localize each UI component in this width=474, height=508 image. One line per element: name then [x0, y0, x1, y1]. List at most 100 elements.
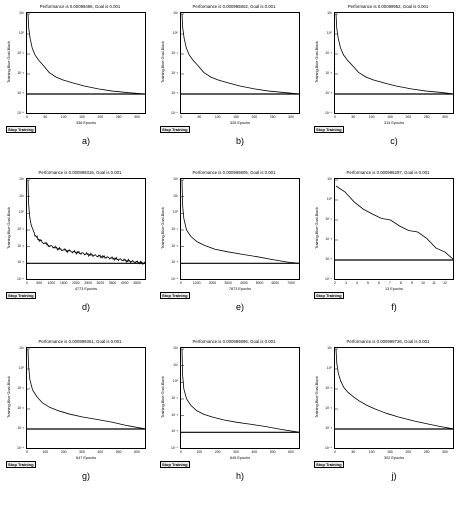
plot-svg — [181, 13, 299, 95]
x-tick-label: 6000 — [271, 281, 280, 285]
x-tick-label: 6 — [378, 281, 380, 285]
x-tick-label: 50 — [351, 450, 356, 454]
chart-panel-g: Performance is 0.000999361, Goal is 0.00… — [4, 339, 156, 505]
x-tick-label: 3000 — [224, 281, 232, 285]
plot-svg — [335, 13, 453, 95]
x-tick-label: 600 — [288, 450, 294, 454]
x-axis-label: 7873 Epochs — [228, 287, 252, 291]
x-tick-label: 0 — [26, 281, 28, 285]
stop-training-button[interactable]: Stop Training — [314, 461, 344, 468]
y-tick-label: 10² — [19, 177, 24, 181]
y-axis-label: Training-Blue Goal-Black — [7, 375, 11, 418]
x-axis-label: 645 Epochs — [229, 456, 251, 460]
x-tick-label: 300 — [79, 450, 85, 454]
x-axis-label: 302 Epochs — [383, 456, 405, 460]
y-axis-label: Training-Blue Goal-Black — [7, 40, 11, 83]
x-tick-label: 100 — [368, 115, 375, 119]
x-tick-label: 4000 — [120, 281, 129, 285]
training-curve — [27, 348, 145, 430]
x-tick-label: 400 — [97, 450, 104, 454]
y-tick-label: 10¹ — [19, 11, 24, 15]
x-tick-label: 3 — [345, 281, 347, 285]
x-tick-label: 200 — [405, 450, 412, 454]
x-tick-label: 2000 — [208, 281, 217, 285]
plot-svg — [181, 348, 299, 433]
stop-training-button[interactable]: Stop Training — [6, 292, 36, 299]
panel-caption: a) — [81, 136, 90, 146]
y-tick-label: 10⁻³ — [171, 260, 178, 265]
chart-title: Performance is 0.000999736, Goal is 0.00… — [346, 339, 430, 344]
y-tick-label: 10⁻⁴ — [170, 277, 178, 281]
y-tick-label: 10⁻³ — [325, 426, 332, 430]
x-tick-label: 10 — [421, 281, 425, 285]
plot-area — [180, 12, 300, 114]
x-tick-label: 0 — [180, 115, 182, 119]
chart-panel-d: Performance is 0.000999316, Goal is 0.00… — [4, 170, 156, 336]
stop-training-button[interactable]: Stop Training — [6, 126, 36, 133]
y-axis-label: Training-Blue Goal-Black — [161, 375, 165, 418]
y-tick-label: 10⁻³ — [17, 260, 24, 265]
stop-training-button[interactable]: Stop Training — [160, 126, 190, 133]
stop-training-button[interactable]: Stop Training — [314, 292, 344, 299]
plot-area — [334, 178, 454, 280]
chart-title: Performance is 0.000999896, Goal is 0.00… — [192, 339, 276, 344]
plot-svg — [335, 348, 453, 430]
panel-caption: d) — [81, 302, 90, 312]
y-tick-label: 10⁰ — [18, 210, 24, 215]
x-tick-label: 300 — [134, 115, 140, 119]
training-curve — [27, 179, 145, 266]
plot-area — [180, 347, 300, 449]
stop-training-button[interactable]: Stop Training — [160, 292, 190, 299]
chart-title: Performance is 0.00099952, Goal is 0.001 — [347, 4, 429, 9]
y-tick-label: 10⁰ — [172, 31, 178, 35]
y-axis-label: Training-Blue Goal-Black — [315, 375, 319, 418]
y-axis-label: Training-Blue Goal-Black — [161, 40, 165, 83]
training-curve — [335, 13, 453, 95]
x-tick-label: 11 — [432, 281, 436, 285]
chart-title: Performance is 0.000999805, Goal is 0.00… — [192, 170, 276, 175]
x-tick-label: 12 — [443, 281, 447, 285]
stop-training-button[interactable]: Stop Training — [314, 126, 344, 133]
stop-training-button[interactable]: Stop Training — [6, 461, 36, 468]
plot-svg — [181, 179, 299, 264]
y-tick-label: 10⁰ — [18, 366, 24, 370]
x-tick-label: 1500 — [59, 281, 68, 285]
x-tick-label: 200 — [251, 115, 258, 119]
y-axis-label: Training-Blue Goal-Black — [161, 206, 165, 249]
x-axis-label: 314 Epochs — [383, 121, 405, 125]
y-tick-label: 10⁻² — [17, 243, 24, 248]
plot-svg — [27, 179, 145, 266]
y-tick-label: 10⁻² — [17, 406, 24, 410]
y-tick-label: 10¹ — [173, 193, 178, 198]
y-tick-label: 10⁻² — [325, 237, 332, 241]
y-tick-label: 10¹ — [19, 193, 24, 198]
chart-panel-a: Performance is 0.00099496, Goal is 0.001… — [4, 4, 156, 170]
chart-panel-c: Performance is 0.00099952, Goal is 0.001… — [312, 4, 464, 170]
x-tick-label: 400 — [251, 450, 258, 454]
x-tick-label: 8 — [400, 281, 402, 285]
x-tick-label: 5000 — [255, 281, 264, 285]
chart-panel-h: Performance is 0.000999896, Goal is 0.00… — [158, 339, 310, 505]
x-tick-label: 0 — [334, 115, 336, 119]
x-axis-label: 336 Epochs — [75, 121, 97, 125]
x-tick-label: 300 — [288, 115, 294, 119]
x-axis-label: 13 Epochs — [385, 287, 403, 291]
x-tick-label: 100 — [368, 450, 375, 454]
x-tick-label: 200 — [214, 450, 221, 454]
y-tick-label: 10⁻⁴ — [170, 446, 178, 450]
y-tick-label: 10¹ — [327, 11, 332, 15]
stop-training-button[interactable]: Stop Training — [160, 461, 190, 468]
plot-svg — [27, 348, 145, 430]
plot-area — [334, 347, 454, 449]
x-axis-label: 326 Epochs — [229, 121, 251, 125]
y-tick-label: 10⁻⁴ — [16, 277, 24, 281]
plot-area — [334, 12, 454, 114]
y-tick-label: 10⁰ — [18, 31, 24, 35]
x-tick-label: 300 — [442, 450, 448, 454]
x-tick-label: 300 — [442, 115, 448, 119]
y-tick-label: 10⁻¹ — [171, 396, 178, 400]
y-tick-label: 10⁻² — [171, 243, 178, 248]
x-tick-label: 2000 — [72, 281, 80, 285]
chart-panel-f: Performance is 0.000996297, Goal is 0.00… — [312, 170, 464, 336]
y-tick-label: 10⁻¹ — [171, 51, 178, 55]
